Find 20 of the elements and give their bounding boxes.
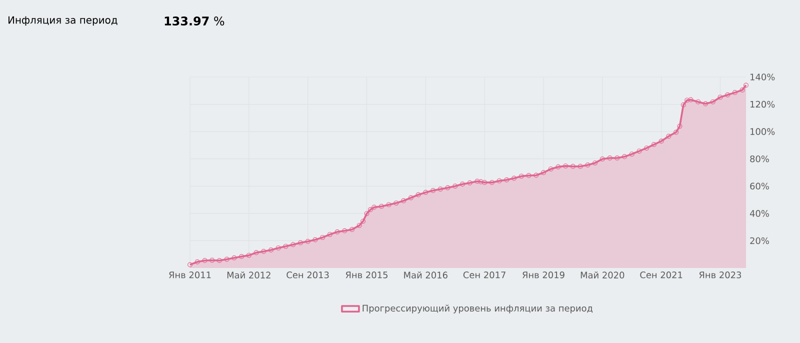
x-tick-label: Янв 2023 [699,272,742,278]
x-tick-label: Янв 2011 [169,272,211,278]
text: Инфляция за период [8,16,118,26]
x-tick-label: Май 2016 [404,272,448,278]
x-tick-label: Сен 2017 [463,272,506,278]
y-tick-label: 100% [750,128,775,135]
y-tick-label: 60% [750,182,769,190]
text: 133.97 % [164,16,224,26]
x-tick-label: Сен 2013 [286,272,329,278]
y-tick-label: 40% [750,210,769,217]
legend-label: Прогрессирующий уровень инфляции за период [362,304,593,314]
x-tick-label: Май 2012 [227,272,270,278]
x-tick-label: Май 2020 [580,272,624,278]
y-tick-label: 140% [750,74,775,80]
y-tick-label: 120% [750,100,775,108]
x-tick-label: Сен 2021 [640,272,682,278]
y-tick-label: 20% [750,237,769,244]
y-tick-label: 80% [750,155,769,162]
x-tick-label: Янв 2015 [346,272,388,278]
x-tick-label: Янв 2019 [522,272,564,278]
